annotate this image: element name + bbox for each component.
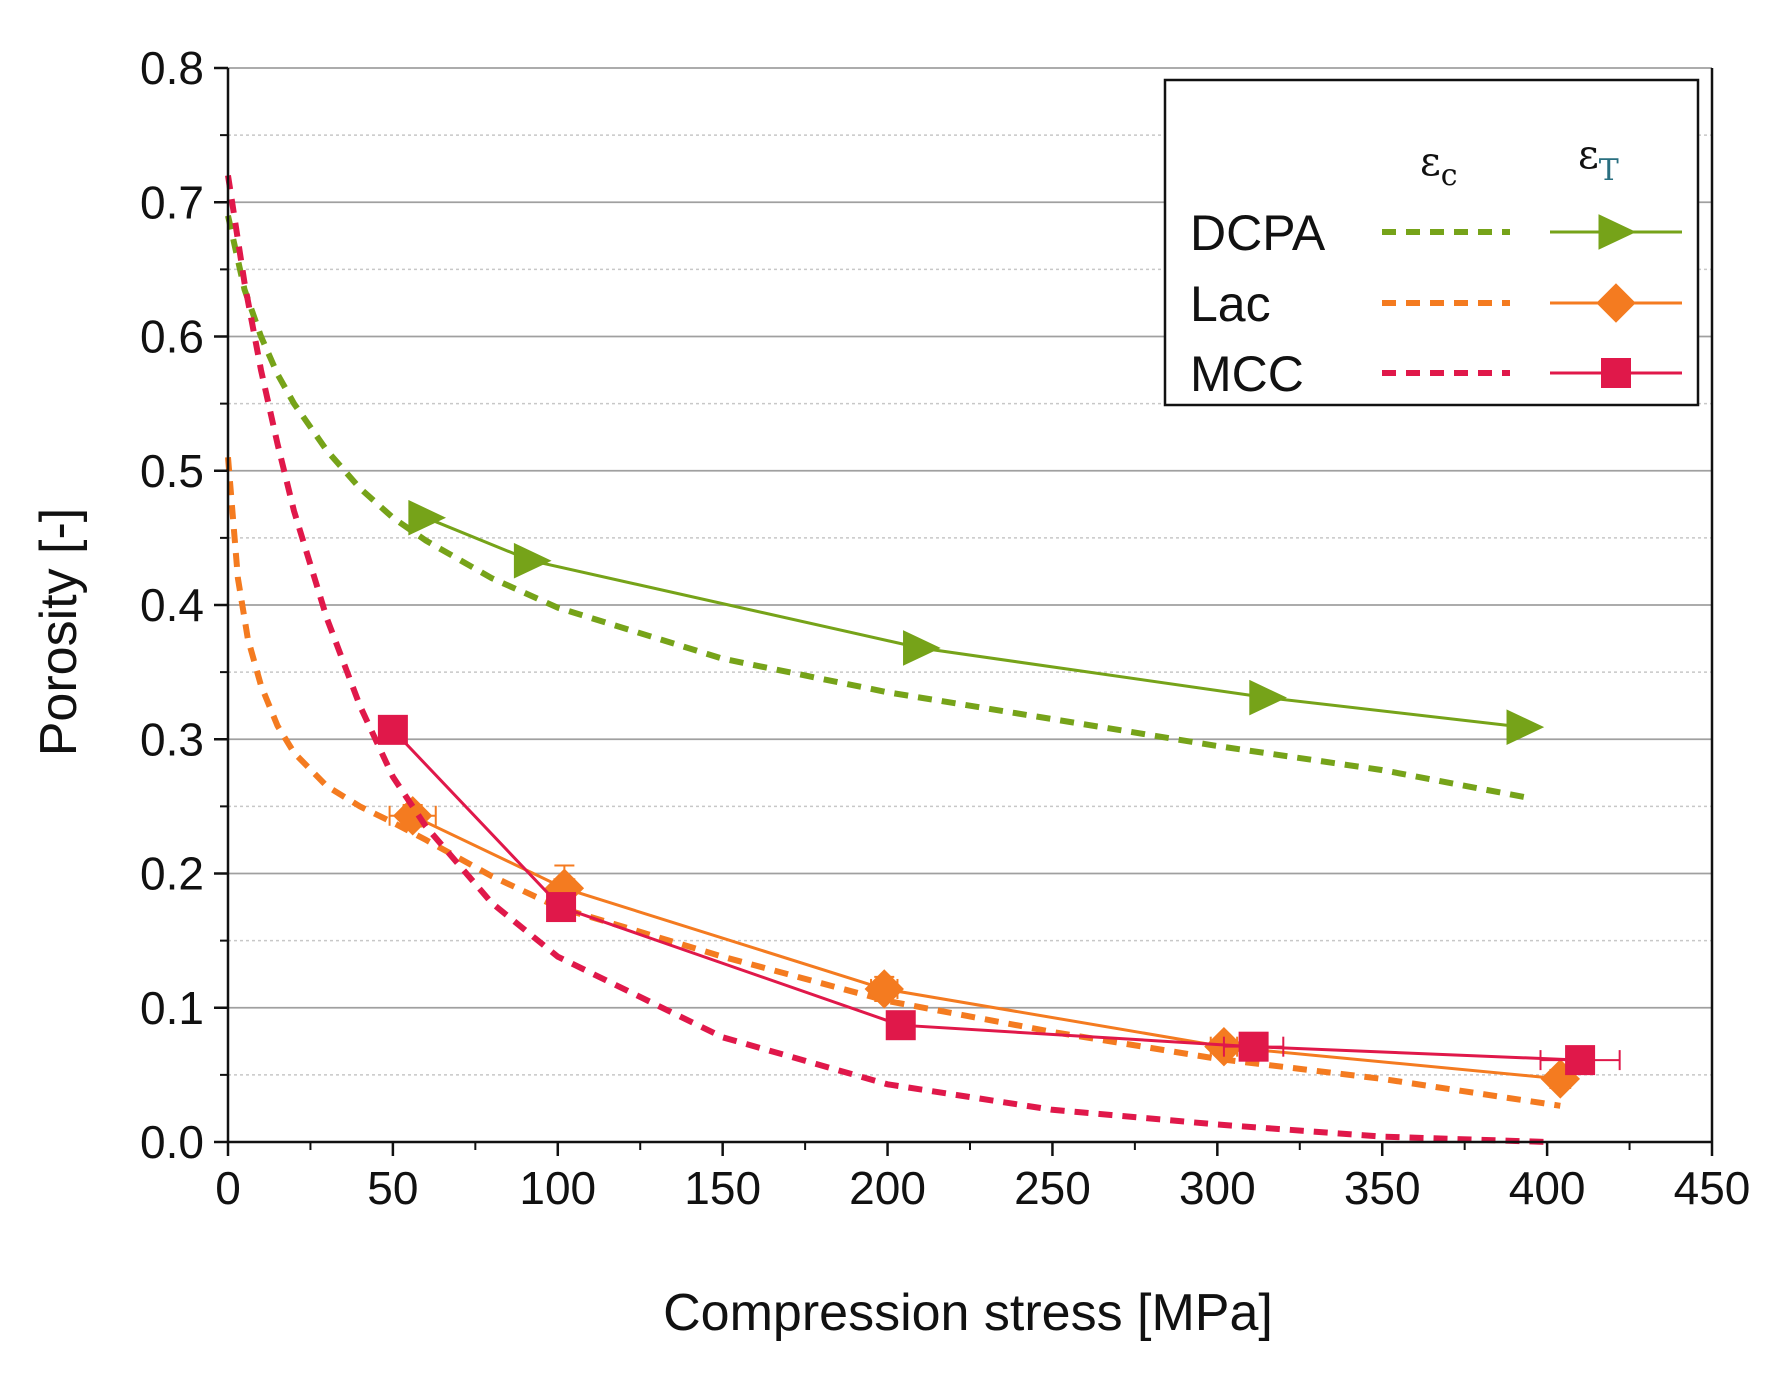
legend: εc εT DCPA Lac MCC (1163, 78, 1700, 407)
y-tick-label: 0.4 (140, 579, 204, 631)
dcpa-eps-c-curve (225, 215, 1525, 800)
y-tick-label: 0.6 (140, 311, 204, 363)
legend-header-eps-t: εT (1578, 132, 1619, 188)
x-tick-label: 300 (1179, 1162, 1256, 1214)
axes (214, 66, 1714, 1156)
x-tick-label: 150 (684, 1162, 761, 1214)
dcpa-data-point (1249, 679, 1287, 716)
dcpa-data-point (408, 499, 447, 536)
x-tick-label: 400 (1509, 1162, 1586, 1214)
y-tick-label: 0.1 (140, 982, 204, 1034)
y-tick-label: 0.3 (140, 713, 204, 765)
mcc-data-point (546, 892, 577, 923)
y-tick-label: 0.5 (140, 445, 204, 497)
x-tick-label: 450 (1674, 1162, 1751, 1214)
y-tick-label: 0.2 (140, 848, 204, 900)
legend-header-eps-c: εc (1420, 139, 1458, 193)
legend-row-dcpa: DCPA (1190, 205, 1682, 261)
dcpa-data-point (513, 542, 552, 579)
y-tick-labels: 0.0 0.1 0.2 0.3 0.4 0.5 0.6 0.7 0.8 (140, 42, 204, 1168)
y-tick-label: 0.0 (140, 1116, 204, 1168)
mcc-data-point (885, 1010, 916, 1041)
y-tick-label: 0.8 (140, 42, 204, 94)
mcc-eps-c-curve (225, 174, 1548, 1145)
x-tick-label: 350 (1344, 1162, 1421, 1214)
legend-label-lac: Lac (1190, 276, 1271, 332)
x-tick-label: 50 (367, 1162, 418, 1214)
lac-eps-t-line (412, 814, 1561, 1081)
legend-label-mcc: MCC (1190, 346, 1304, 402)
dcpa-data-point (903, 630, 941, 666)
legend-row-lac: Lac (1190, 276, 1682, 332)
y-tick-label: 0.7 (140, 176, 204, 228)
series-layer (225, 174, 1621, 1145)
x-tick-label: 0 (215, 1162, 241, 1214)
mcc-data-point (1565, 1045, 1596, 1076)
x-tick-label: 200 (849, 1162, 926, 1214)
x-tick-label: 250 (1014, 1162, 1091, 1214)
lac-data-point (864, 969, 904, 1009)
legend-row-mcc: MCC (1190, 346, 1682, 402)
legend-marker-lac (1596, 283, 1636, 323)
dcpa-eps-t-line (425, 516, 1525, 729)
series-dcpa (225, 215, 1545, 800)
y-axis-title: Porosity [-] (30, 508, 88, 757)
x-tick-label: 100 (519, 1162, 596, 1214)
legend-marker-dcpa (1598, 214, 1637, 250)
mcc-data-point (377, 714, 408, 745)
x-tick-labels: 0 50 100 150 200 250 300 350 400 450 (215, 1162, 1750, 1214)
x-axis-title: Compression stress [MPa] (663, 1284, 1273, 1342)
mcc-data-point (1238, 1031, 1269, 1062)
series-mcc (225, 174, 1621, 1145)
legend-marker-mcc (1601, 358, 1631, 388)
legend-label-dcpa: DCPA (1190, 205, 1326, 261)
dcpa-data-point (1506, 709, 1545, 745)
